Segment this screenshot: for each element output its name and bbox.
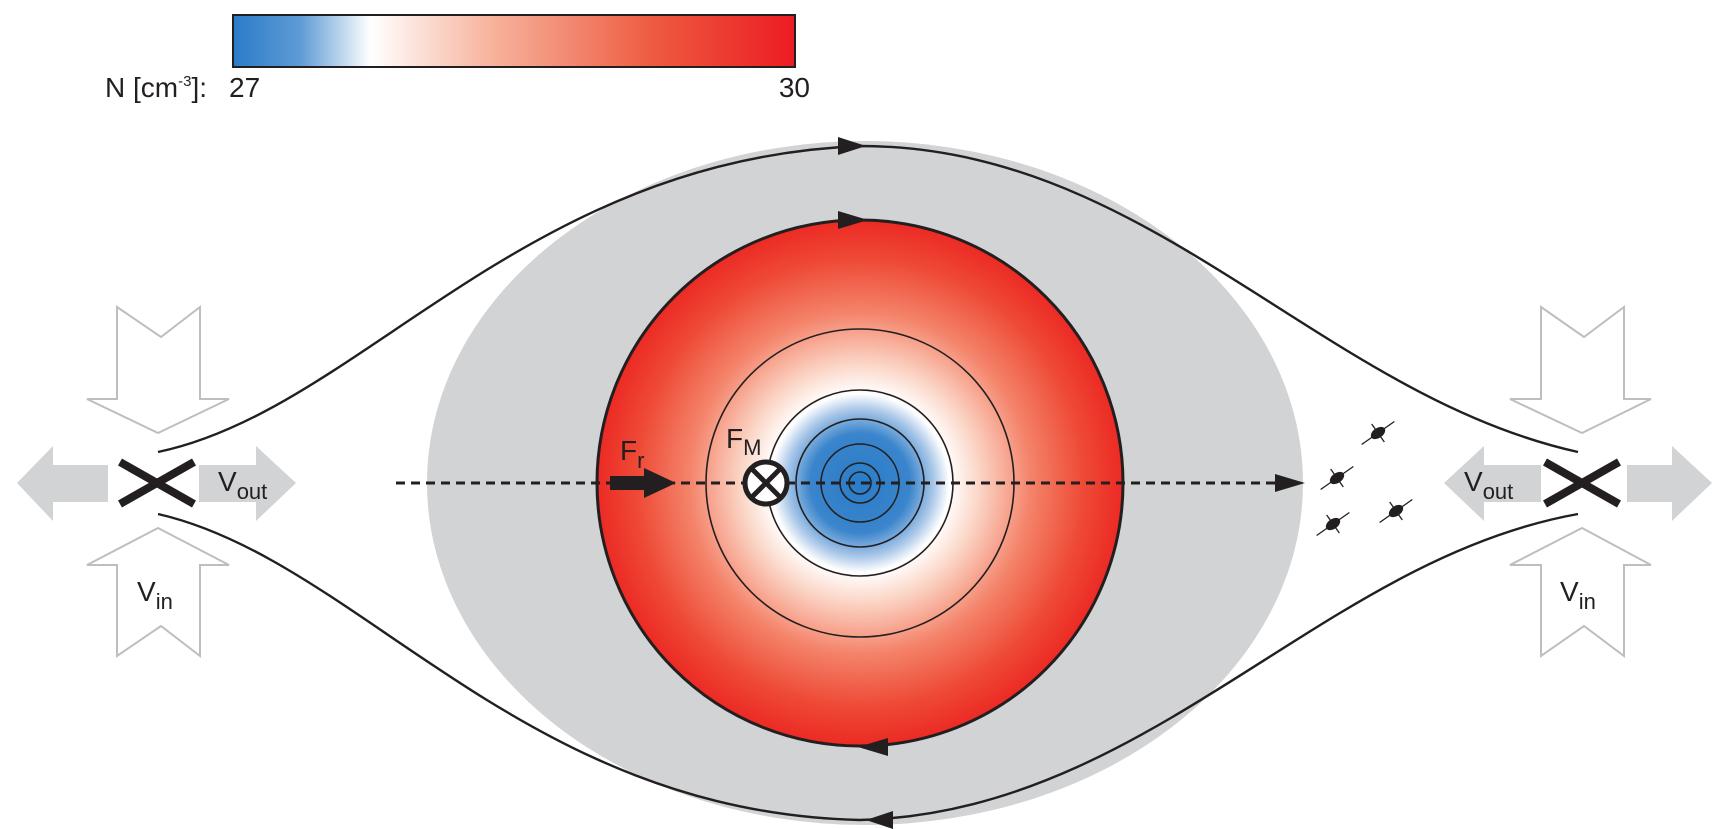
- colorbar-max-label: 30: [779, 72, 810, 103]
- right-x-line-icon: [1543, 458, 1621, 508]
- right-outflow-arrow-right: [1627, 446, 1712, 521]
- particle-icon: [1361, 420, 1395, 446]
- left-outflow-arrow-left: [17, 446, 108, 521]
- left-x-line-icon: [118, 458, 196, 508]
- colorbar-label: N [cm-3]:: [105, 72, 207, 103]
- cross-current-icon: [742, 459, 790, 507]
- particle-icon: [1379, 498, 1413, 524]
- right-outflow-arrow-left: [1444, 446, 1541, 521]
- lower-field-line: [157, 512, 1579, 822]
- disc-bottom-arrow-icon: [858, 738, 888, 756]
- right-inflow-arrow-top: [1509, 305, 1652, 435]
- colorbar-min-label: 27: [229, 72, 260, 103]
- particle-icon: [1320, 465, 1354, 491]
- axis-arrow-icon: [1275, 474, 1305, 492]
- particle-icon: [1316, 511, 1350, 537]
- right-vin-label: Vin: [1560, 576, 1596, 614]
- fm-label: FM: [726, 423, 761, 460]
- right-vout-label: Vout: [1464, 466, 1513, 504]
- left-inflow-arrow-bottom: [86, 526, 230, 659]
- left-outflow-arrow-right: [199, 446, 296, 521]
- left-vout-label: Vout: [218, 466, 267, 504]
- left-inflow-arrow-top: [86, 304, 230, 435]
- right-inflow-arrow-bottom: [1509, 526, 1652, 658]
- force-arrow-icon: [610, 468, 676, 498]
- fr-label: Fr: [620, 435, 644, 473]
- left-vin-label: Vin: [137, 576, 173, 614]
- disc-top-arrow-icon: [838, 211, 868, 229]
- colorbar: [232, 14, 796, 68]
- lower-field-arrow-icon: [866, 811, 893, 829]
- upper-field-arrow-icon: [838, 137, 866, 155]
